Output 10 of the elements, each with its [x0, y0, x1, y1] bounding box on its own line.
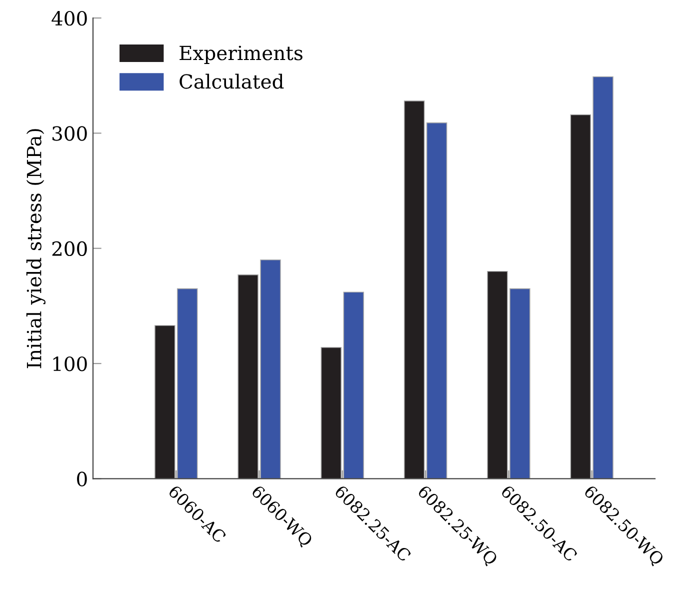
bar	[426, 122, 448, 479]
y-tick-label: 0	[77, 472, 87, 486]
bar	[404, 100, 425, 479]
y-tick-label: 400	[52, 10, 87, 26]
y-tick-label: 100	[53, 356, 87, 372]
y-tick-label: 200	[52, 241, 87, 256]
y-tick-label: 300	[52, 126, 87, 141]
y-axis-title: Initial yield stress (MPa)	[26, 129, 46, 368]
legend-label: Calculated	[180, 74, 284, 89]
legend-label: Experiments	[180, 46, 302, 64]
